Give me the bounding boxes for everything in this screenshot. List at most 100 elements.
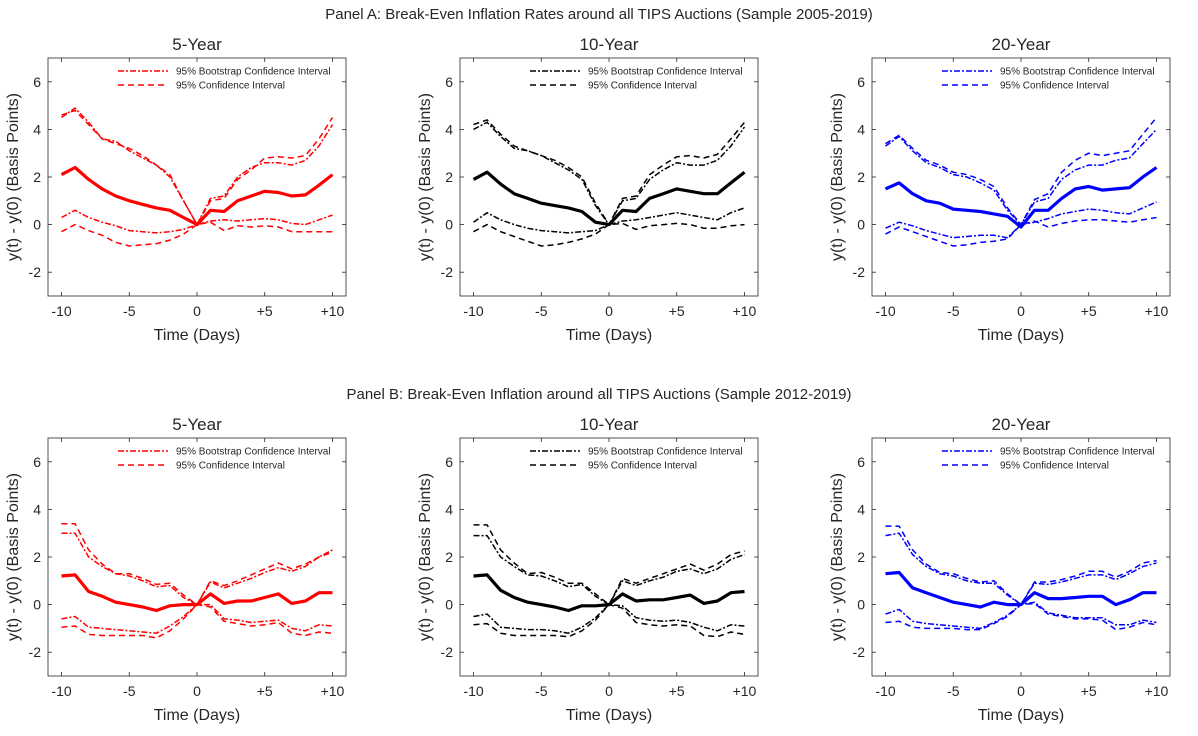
series-line-bootstrap-1 <box>885 532 1157 606</box>
y-tick-label: 0 <box>33 597 41 613</box>
x-tick-label: -10 <box>463 303 483 319</box>
series-line-ci-3 <box>885 525 1157 606</box>
axes-box <box>47 437 347 677</box>
x-tick-label: -10 <box>463 683 483 699</box>
subplot-title: 10-Year <box>580 415 639 434</box>
y-tick-label: 6 <box>33 74 41 90</box>
legend-label-bootstrap: 95% Bootstrap Confidence Interval <box>588 67 743 78</box>
x-axis-label: Time (Days) <box>154 327 241 344</box>
x-axis-label: Time (Days) <box>978 327 1065 344</box>
series-line-bootstrap-2 <box>61 603 333 634</box>
y-tick-label: 2 <box>445 169 453 185</box>
y-tick-label: 4 <box>33 121 41 137</box>
x-tick-label: +5 <box>669 303 685 319</box>
series-line-bootstrap-1 <box>473 121 746 226</box>
series-line-mean-0 <box>60 165 334 227</box>
subplot-a-10-year: 10-Year -10 -5 0 +5 +10 -2 0 2 4 6 Time (Days) y(t) … <box>417 35 759 344</box>
x-axis-label: Time (Days) <box>566 707 653 724</box>
y-axis-label: y(t) - y(0) (Basis Points) <box>829 473 846 641</box>
subplot-a-20-year: 20-Year -10 -5 0 +5 +10 -2 0 2 4 6 Time (Days) y(t) … <box>829 35 1171 344</box>
legend-label-ci: 95% Confidence Interval <box>588 81 697 92</box>
x-tick-label: 0 <box>605 303 613 319</box>
x-tick-label: 0 <box>1017 303 1025 319</box>
y-axis-label: y(t) - y(0) (Basis Points) <box>417 473 434 641</box>
series-line-ci-3 <box>473 524 745 606</box>
x-tick-label: +10 <box>733 683 757 699</box>
y-tick-label: 0 <box>445 217 453 233</box>
axes-box <box>459 437 759 677</box>
legend-label-ci: 95% Confidence Interval <box>1000 461 1109 472</box>
y-tick-label: 6 <box>445 74 453 90</box>
y-tick-label: 4 <box>33 501 41 517</box>
series-line-ci-4 <box>61 221 333 247</box>
series-line-mean-0 <box>472 170 746 227</box>
y-tick-label: 6 <box>445 454 453 470</box>
x-tick-label: 0 <box>1017 683 1025 699</box>
axes-box <box>871 57 1171 297</box>
y-tick-label: 2 <box>857 169 865 185</box>
x-tick-label: -5 <box>123 683 136 699</box>
y-axis-label: y(t) - y(0) (Basis Points) <box>829 93 846 261</box>
y-tick-label: 6 <box>33 454 41 470</box>
series-line-mean-0 <box>885 570 1157 609</box>
y-tick-label: 4 <box>445 121 453 137</box>
legend-label-bootstrap: 95% Bootstrap Confidence Interval <box>1000 67 1155 78</box>
series-line-ci-3 <box>473 119 746 226</box>
y-tick-label: 0 <box>445 597 453 613</box>
series-line-ci-4 <box>473 222 745 247</box>
y-tick-label: 4 <box>857 501 865 517</box>
series-line-bootstrap-2 <box>473 207 745 234</box>
series-line-ci-4 <box>473 603 745 638</box>
legend-label-bootstrap: 95% Bootstrap Confidence Interval <box>1000 447 1155 458</box>
x-tick-label: -10 <box>875 683 895 699</box>
series-line-bootstrap-2 <box>885 201 1157 239</box>
legend-label-bootstrap: 95% Bootstrap Confidence Interval <box>176 447 331 458</box>
subplot-b-10-year: 10-Year -10 -5 0 +5 +10 -2 0 2 4 6 Time (Days) y(t) … <box>417 415 759 724</box>
legend-label-bootstrap: 95% Bootstrap Confidence Interval <box>176 67 331 78</box>
y-tick-label: 6 <box>857 454 865 470</box>
y-tick-label: 4 <box>445 501 453 517</box>
y-tick-label: -2 <box>853 644 866 660</box>
y-tick-label: 2 <box>33 549 41 565</box>
x-axis-label: Time (Days) <box>566 327 653 344</box>
x-tick-label: +5 <box>669 683 685 699</box>
series-line-ci-4 <box>885 216 1157 247</box>
y-tick-label: -2 <box>853 264 866 280</box>
y-axis-label: y(t) - y(0) (Basis Points) <box>5 93 22 261</box>
y-tick-label: 2 <box>445 549 453 565</box>
y-tick-label: -2 <box>29 644 42 660</box>
x-tick-label: +10 <box>733 303 757 319</box>
panel-b-title: Panel B: Break-Even Inflation around all… <box>346 386 852 403</box>
x-tick-label: +5 <box>1081 683 1097 699</box>
axes-box <box>47 57 347 297</box>
series-line-bootstrap-1 <box>885 128 1158 226</box>
subplot-title: 20-Year <box>992 35 1051 54</box>
legend-label-ci: 95% Confidence Interval <box>176 81 285 92</box>
y-tick-label: 2 <box>857 549 865 565</box>
y-tick-label: 0 <box>857 597 865 613</box>
legend-label-ci: 95% Confidence Interval <box>176 461 285 472</box>
y-tick-label: -2 <box>441 264 454 280</box>
x-tick-label: 0 <box>193 683 201 699</box>
x-tick-label: +10 <box>1145 303 1169 319</box>
x-tick-label: +5 <box>257 303 273 319</box>
series-line-bootstrap-2 <box>61 209 333 234</box>
y-tick-label: 2 <box>33 169 41 185</box>
x-tick-label: -5 <box>947 303 960 319</box>
x-axis-label: Time (Days) <box>978 707 1065 724</box>
x-tick-label: +10 <box>321 303 345 319</box>
x-tick-label: +5 <box>1081 303 1097 319</box>
y-tick-label: 4 <box>857 121 865 137</box>
series-line-mean-0 <box>884 166 1158 229</box>
y-axis-label: y(t) - y(0) (Basis Points) <box>417 93 434 261</box>
series-line-ci-4 <box>885 602 1157 631</box>
series-line-bootstrap-2 <box>473 603 745 634</box>
series-line-ci-3 <box>885 117 1158 226</box>
subplot-title: 5-Year <box>172 415 222 434</box>
x-tick-label: +10 <box>1145 683 1169 699</box>
subplot-title: 10-Year <box>580 35 639 54</box>
y-tick-label: -2 <box>29 264 42 280</box>
y-tick-label: 0 <box>857 217 865 233</box>
panel-a-title: Panel A: Break-Even Inflation Rates arou… <box>325 6 873 23</box>
